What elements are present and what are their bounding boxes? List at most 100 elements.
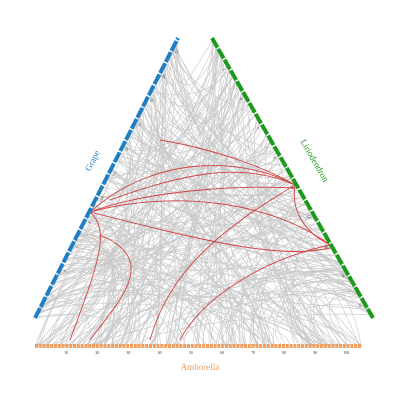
- link: [133, 124, 200, 347]
- tick-label: 40: [158, 350, 162, 355]
- link: [141, 38, 179, 347]
- link: [220, 53, 239, 347]
- link: [119, 152, 349, 275]
- link: [60, 264, 232, 347]
- link: [65, 237, 329, 260]
- link: [335, 280, 362, 347]
- link: [102, 195, 303, 347]
- link: [108, 173, 340, 347]
- link: [95, 199, 273, 347]
- tick-label: 8: [87, 220, 92, 224]
- link: [159, 139, 296, 186]
- tick-label: 10: [289, 184, 295, 190]
- link: [57, 79, 237, 274]
- link: [135, 102, 250, 154]
- link: [254, 116, 310, 347]
- link: [44, 125, 263, 299]
- link: [80, 135, 134, 347]
- link: [153, 85, 275, 149]
- grape-chromosomes: [33, 37, 180, 319]
- tick-label: 2: [222, 67, 227, 71]
- link: [95, 41, 177, 347]
- tick-label: 10: [64, 350, 68, 355]
- link: [39, 294, 369, 310]
- link: [116, 158, 273, 347]
- tick-label: 4: [62, 269, 67, 273]
- link: [208, 93, 245, 347]
- link: [170, 207, 310, 347]
- link: [277, 154, 360, 347]
- link: [77, 234, 362, 347]
- tick-label: 18: [357, 302, 363, 308]
- link: [214, 45, 224, 347]
- link: [211, 38, 273, 347]
- link: [51, 77, 236, 347]
- link: [47, 65, 165, 347]
- tick-label: 50: [189, 350, 193, 355]
- tick-label: 100: [343, 350, 349, 355]
- liriodendron-label: Liriodendron: [298, 137, 331, 184]
- link: [56, 86, 241, 276]
- link: [159, 74, 272, 164]
- link: [84, 232, 325, 347]
- tick-label: 20: [95, 350, 99, 355]
- link: [310, 281, 361, 347]
- tick-label: 70: [251, 350, 255, 355]
- link: [86, 122, 262, 217]
- link: [175, 41, 244, 347]
- link: [71, 245, 233, 347]
- link: [133, 123, 359, 293]
- link: [134, 122, 281, 171]
- link: [89, 165, 296, 213]
- link: [35, 303, 291, 347]
- tick-label: 14: [123, 146, 129, 152]
- link: [115, 160, 356, 289]
- link: [121, 79, 236, 347]
- link: [111, 167, 330, 347]
- link: [109, 171, 296, 201]
- link: [293, 184, 331, 246]
- link: [63, 108, 144, 347]
- link: [89, 186, 296, 213]
- link: [38, 146, 275, 347]
- link: [136, 175, 292, 347]
- link: [137, 313, 372, 347]
- link: [103, 64, 167, 347]
- link: [172, 48, 349, 347]
- link: [111, 139, 271, 175]
- link: [94, 76, 161, 347]
- gray-links: [34, 38, 372, 347]
- link: [279, 238, 328, 347]
- link: [49, 278, 216, 347]
- link: [45, 68, 230, 347]
- link: [59, 109, 143, 347]
- link: [313, 292, 372, 347]
- tick-label: 90: [313, 350, 317, 355]
- link: [86, 216, 264, 347]
- link: [242, 91, 316, 347]
- link: [264, 139, 312, 347]
- link: [105, 178, 213, 347]
- liriodendron-chromosomes: [210, 37, 375, 319]
- link: [168, 55, 332, 246]
- tick-label: 10: [99, 195, 105, 201]
- tick-label: 14: [323, 243, 329, 249]
- tick-label: 6: [256, 126, 261, 130]
- link: [96, 106, 252, 199]
- link: [86, 217, 322, 230]
- link: [107, 174, 344, 267]
- tick-label: 60: [220, 350, 224, 355]
- link: [221, 54, 343, 347]
- link: [144, 102, 270, 347]
- tick-label: 30: [126, 350, 130, 355]
- link: [143, 104, 237, 347]
- link: [170, 52, 305, 200]
- link: [77, 233, 245, 347]
- link: [285, 228, 333, 347]
- link: [93, 202, 219, 347]
- red-links: [69, 139, 331, 341]
- tick-label: 8: [273, 155, 278, 159]
- link: [135, 59, 168, 347]
